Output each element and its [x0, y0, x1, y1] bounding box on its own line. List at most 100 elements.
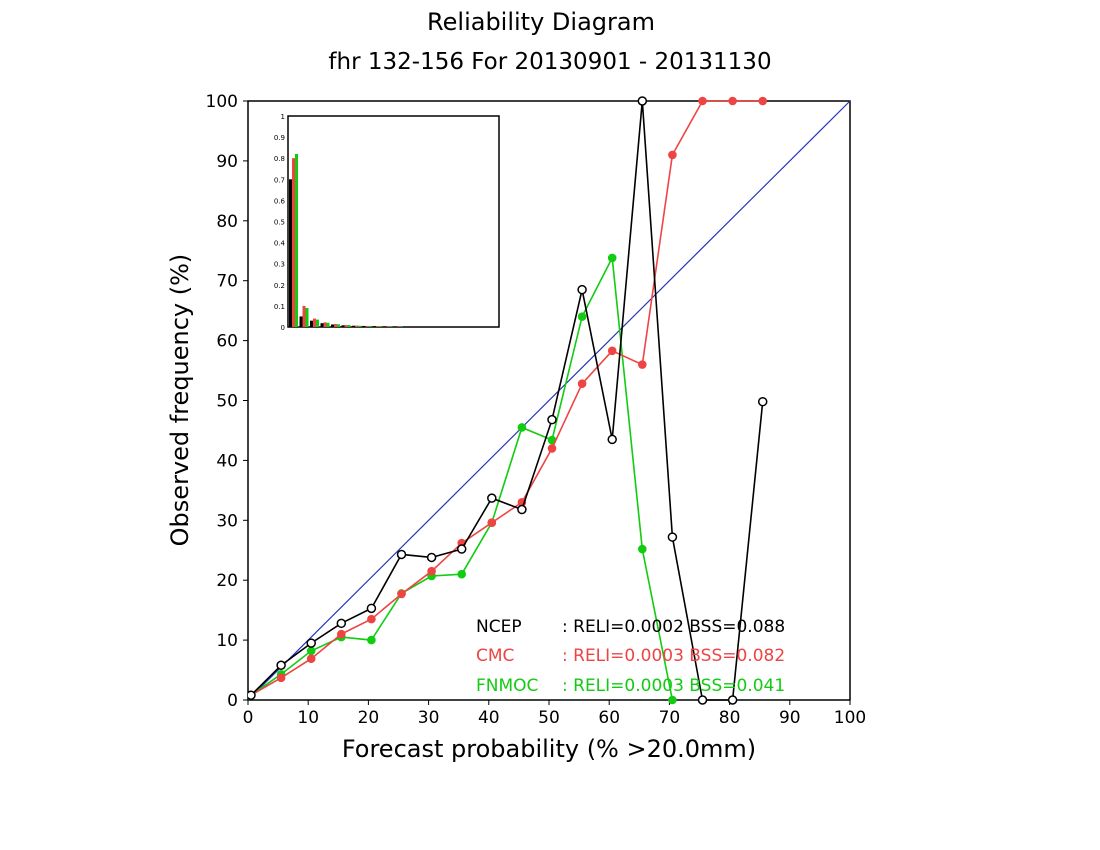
cmc-point: [638, 360, 647, 369]
inset-bar-cmc: [313, 318, 316, 327]
inset-bar-fnmoc: [389, 326, 393, 327]
ncep-point: [396, 549, 407, 560]
inset-bar-fnmoc: [295, 153, 298, 327]
inset-y-tick-label: 0.4: [274, 240, 286, 248]
fnmoc-point: [577, 312, 587, 321]
ncep-point: [697, 695, 708, 705]
fnmoc-point: [367, 635, 376, 645]
x-tick-label: 20: [358, 708, 380, 728]
chart-subtitle: fhr 132-156 For 20130901 - 20131130: [328, 49, 771, 75]
inset-bar-fnmoc: [326, 322, 330, 327]
fnmoc-point: [517, 423, 527, 432]
inset-bar-fnmoc: [347, 325, 351, 327]
y-tick-label: 70: [216, 272, 238, 292]
inset-bar-cmc: [355, 325, 358, 327]
fnmoc-point: [668, 695, 677, 705]
inset-y-tick-label: 0.8: [274, 155, 285, 163]
x-tick-label: 70: [659, 708, 681, 728]
inset-bar-ncep: [362, 325, 366, 327]
legend-name-ncep: NCEP: [476, 617, 522, 637]
ncep-point: [487, 493, 497, 503]
y-tick-label: 80: [216, 212, 238, 232]
diagonal-line: [247, 100, 851, 701]
x-tick-label: 50: [538, 708, 560, 728]
inset-frame: [287, 115, 500, 328]
legend-stats-fnmoc: : RELI=0.0003 BSS=0.041: [562, 676, 785, 696]
x-tick-label: 40: [478, 708, 500, 728]
inset-y-tick-label: 0.2: [274, 282, 285, 290]
inset-bar-ncep: [310, 320, 313, 327]
ncep-point: [426, 552, 437, 563]
cmc-point: [758, 96, 768, 106]
cmc-point: [337, 629, 346, 639]
inset-y-tick-label: 0.6: [274, 197, 286, 205]
cmc-line: [250, 100, 763, 696]
cmc-point: [577, 379, 587, 389]
inset-bar-cmc: [365, 325, 369, 327]
y-tick-label: 30: [216, 511, 238, 531]
inset-bar-cmc: [334, 324, 337, 327]
fnmoc-point: [306, 646, 316, 656]
ncep-point: [306, 638, 316, 648]
inset-bar-ncep: [320, 323, 324, 327]
x-tick-label: 0: [243, 708, 254, 728]
y-tick-label: 90: [216, 152, 238, 172]
y-axis-label: Observed frequency (%): [166, 254, 194, 547]
inset-bar-ncep: [383, 326, 387, 327]
fnmoc-point: [607, 253, 617, 263]
legend-name-cmc: CMC: [476, 646, 514, 666]
inset-bar-fnmoc: [379, 326, 382, 327]
inset-y-tick-label: 0.3: [274, 261, 285, 269]
x-tick-label: 80: [719, 708, 741, 728]
inset-bar-ncep: [289, 179, 292, 327]
series-ncep: [248, 96, 768, 705]
inset-bar-fnmoc: [316, 319, 319, 327]
inset-y-tick-label: 0.1: [274, 303, 285, 311]
inset-bar-ncep: [352, 325, 355, 327]
legend-stats-ncep: : RELI=0.0002 BSS=0.088: [562, 617, 785, 637]
ncep-point: [637, 96, 648, 106]
inset-bar-cmc: [292, 158, 295, 327]
inset-bar-cmc: [323, 322, 327, 327]
inset-y-tick-label: 1: [281, 113, 285, 121]
ncep-point: [276, 660, 286, 671]
inset-y-tick-label: 0.5: [274, 219, 285, 227]
x-axis-label: Forecast probability (% >20.0mm): [342, 735, 756, 763]
y-tick-label: 40: [216, 451, 238, 471]
inset-bar-fnmoc: [358, 325, 361, 327]
ncep-point: [456, 544, 467, 554]
ncep-point: [607, 434, 617, 445]
ncep-point: [757, 396, 768, 407]
ncep-point: [547, 414, 557, 425]
x-tick-label: 60: [598, 708, 620, 728]
cmc-point: [427, 566, 436, 576]
cmc-point: [698, 96, 707, 106]
ncep-point: [366, 603, 377, 614]
x-tick-label: 90: [779, 708, 801, 728]
x-tick-label: 100: [834, 708, 866, 728]
y-tick-label: 0: [227, 691, 238, 711]
inset-bar-cmc: [302, 305, 306, 327]
cmc-point: [607, 346, 617, 356]
inset-bar-fnmoc: [368, 325, 372, 327]
y-tick-label: 60: [216, 332, 238, 352]
cmc-point: [547, 444, 557, 453]
y-tick-label: 20: [216, 571, 238, 591]
cmc-point: [487, 518, 497, 527]
cmc-point: [668, 150, 677, 160]
cmc-point: [397, 589, 406, 599]
inset-bar-cmc: [386, 326, 390, 327]
cmc-point: [367, 614, 376, 624]
legend: NCEP : RELI=0.0002 BSS=0.088 CMC : RELI=0.0…: [476, 617, 785, 696]
inset-bar-cmc: [344, 325, 348, 327]
inset-histogram: 0 0.1 0.2 0.3 0.4 0.5 0.6 0.7 0.8 0.9 1: [274, 113, 500, 332]
plot-area: 0 10 20 30 40 50 60 70 80 90 100010203040506070809…: [206, 92, 867, 728]
x-tick-label: 10: [297, 708, 319, 728]
x-tick-label: 30: [418, 708, 440, 728]
inset-y-tick-label: 0.7: [274, 176, 285, 184]
y-tick-label: 10: [216, 631, 238, 651]
cmc-point: [728, 96, 737, 106]
legend-stats-cmc: : RELI=0.0003 BSS=0.082: [562, 646, 785, 666]
inset-y-tick-label: 0: [281, 324, 285, 332]
